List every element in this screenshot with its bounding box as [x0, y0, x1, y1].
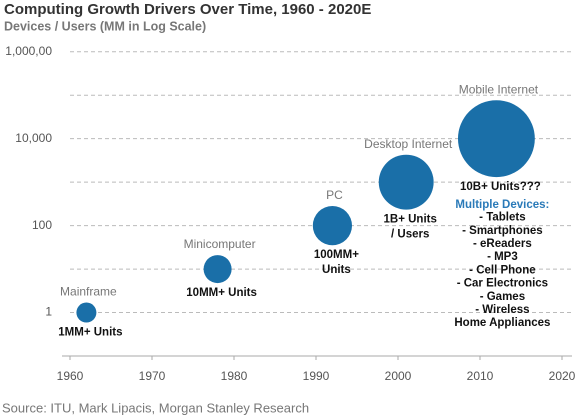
- unit-label: 1MM+ Units: [58, 327, 122, 339]
- point-label: PC: [326, 188, 343, 202]
- device-header: Multiple Devices:: [455, 199, 549, 211]
- point-label: Desktop Internet: [364, 137, 453, 151]
- point-label: Minicomputer: [184, 237, 256, 251]
- device-item: - eReaders: [473, 238, 532, 250]
- device-item: - Car Electronics: [457, 278, 548, 290]
- bubble: [312, 206, 352, 246]
- unit-label: 10B+ Units???: [460, 181, 541, 193]
- unit-label: 1B+ Units: [384, 214, 437, 226]
- y-tick-label: 1,000,00: [5, 44, 52, 58]
- bubble: [457, 100, 535, 178]
- bubble: [76, 302, 97, 323]
- x-tick-label: 1960: [57, 369, 84, 383]
- chart-title: Computing Growth Drivers Over Time, 1960…: [4, 1, 371, 18]
- y-tick-label: 100: [32, 218, 52, 232]
- x-tick-label: 1970: [139, 369, 166, 383]
- device-item: - MP3: [487, 251, 518, 263]
- bubble: [378, 154, 434, 210]
- device-item: - Smartphones: [462, 225, 543, 237]
- device-item: Home Appliances: [454, 317, 550, 329]
- y-tick-label: 1: [45, 305, 52, 319]
- chart-subtitle: Devices / Users (MM in Log Scale): [4, 19, 206, 33]
- device-item: - Tablets: [479, 212, 525, 224]
- source: Source: ITU, Mark Lipacis, Morgan Stanle…: [2, 400, 309, 415]
- device-item: - Cell Phone: [469, 264, 535, 276]
- x-tick-label: 2020: [549, 369, 576, 383]
- device-item: - Wireless: [475, 304, 529, 316]
- point-label: Mobile Internet: [459, 82, 539, 96]
- x-tick-label: 2000: [385, 369, 412, 383]
- bubble: [203, 255, 232, 284]
- device-item: - Games: [480, 291, 525, 303]
- x-tick-label: 1990: [303, 369, 330, 383]
- unit-label: / Users: [391, 229, 429, 241]
- unit-label: 10MM+ Units: [186, 287, 257, 299]
- unit-label: 100MM+: [314, 249, 359, 261]
- x-tick-label: 1980: [221, 369, 248, 383]
- unit-label: Units: [322, 264, 351, 276]
- x-tick-label: 2010: [467, 369, 494, 383]
- point-label: Mainframe: [60, 285, 117, 299]
- y-tick-label: 10,000: [15, 131, 52, 145]
